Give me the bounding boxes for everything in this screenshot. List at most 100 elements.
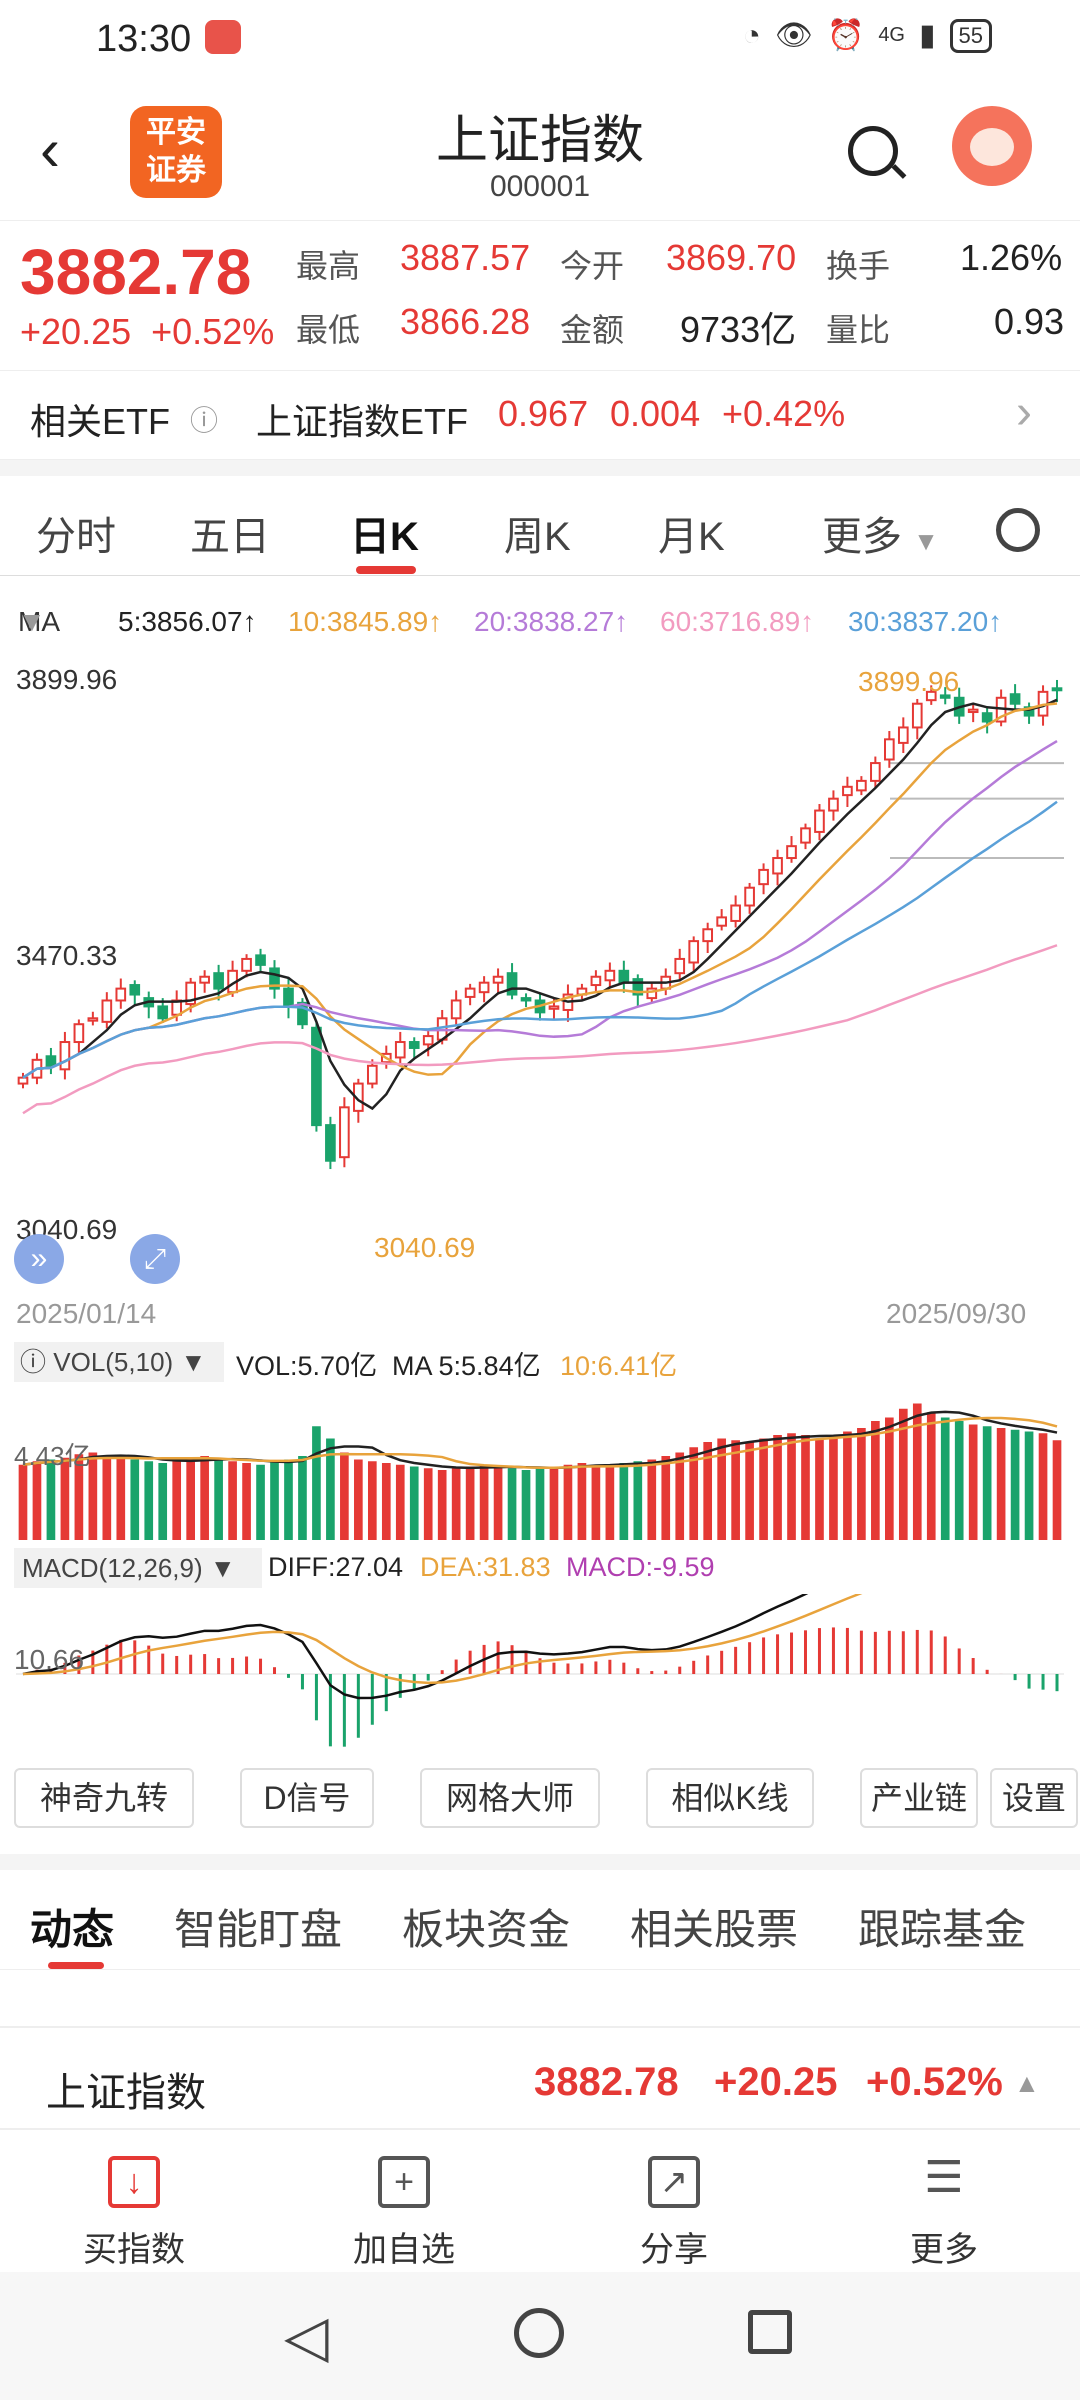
system-recents-icon[interactable] bbox=[748, 2310, 792, 2354]
tool-settings[interactable]: 设置 bbox=[990, 1768, 1078, 1828]
ma60-value: 60:3716.89↑ bbox=[660, 606, 815, 637]
signal-icon: ▮ bbox=[919, 19, 936, 52]
system-back-icon[interactable]: ◁ bbox=[284, 2304, 329, 2369]
candle bbox=[856, 779, 867, 792]
vol-ma10: 10:6.41亿 bbox=[560, 1351, 678, 1381]
ma-legend: MA ▼ 5:3856.07↑ 10:3845.89↑ 20:3838.27↑ … bbox=[18, 606, 1003, 637]
volume-bar bbox=[647, 1459, 657, 1540]
volume-bar bbox=[912, 1403, 922, 1540]
back-icon[interactable]: ‹ bbox=[40, 116, 60, 183]
tab-more[interactable]: 更多 ▼ bbox=[822, 515, 939, 559]
vol-indicator-select[interactable]: ⓘ VOL(5,10) ▼ bbox=[14, 1342, 224, 1382]
macd-bar bbox=[971, 1658, 975, 1674]
macd-bar bbox=[398, 1674, 402, 1698]
info-icon: ⓘ bbox=[20, 1347, 47, 1377]
status-bar: 13:30 ◔ 👁 ⏰ 4G ▮ 55 bbox=[0, 0, 1080, 80]
macd-bar bbox=[650, 1671, 654, 1674]
candle bbox=[786, 845, 797, 860]
volume-bar bbox=[465, 1466, 475, 1540]
volume-bar bbox=[829, 1436, 838, 1540]
subtab-news[interactable]: 动态 bbox=[30, 1906, 115, 1953]
tool-magic-nine[interactable]: 神奇九转 bbox=[14, 1768, 194, 1828]
index-summary-row[interactable]: 上证指数 3882.78 +20.25 +0.52% ▲ bbox=[0, 2026, 1080, 2130]
info-icon[interactable]: ⓘ bbox=[190, 405, 219, 436]
etf-name: 上证指数ETF bbox=[256, 401, 468, 442]
kline-chart[interactable] bbox=[0, 640, 1080, 1280]
subtab-related-stocks[interactable]: 相关股票 bbox=[630, 1906, 799, 1953]
tab-monthly-k[interactable]: 月K bbox=[658, 515, 725, 559]
volume-bar bbox=[437, 1470, 447, 1540]
vol-ma5: MA 5:5.84亿 bbox=[392, 1351, 541, 1381]
summary-name: 上证指数 bbox=[46, 2071, 206, 2115]
dropdown-icon: ▼ bbox=[180, 1347, 207, 1377]
macd-bar bbox=[817, 1628, 821, 1674]
tab-weekly-k[interactable]: 周K bbox=[504, 515, 571, 559]
candle bbox=[911, 702, 923, 729]
macd-bar bbox=[803, 1630, 807, 1674]
volume-bar bbox=[591, 1464, 601, 1540]
tool-industry-chain[interactable]: 产业链 bbox=[860, 1768, 978, 1828]
tool-d-signal[interactable]: D信号 bbox=[240, 1768, 374, 1828]
gear-icon[interactable] bbox=[996, 508, 1040, 552]
nav-buy-index[interactable]: ↓ 买指数 bbox=[54, 2156, 214, 2271]
candle bbox=[408, 1041, 420, 1049]
candle bbox=[800, 827, 811, 844]
macd-bar bbox=[77, 1655, 81, 1674]
candle bbox=[702, 928, 714, 943]
turnover-value: 1.26% bbox=[960, 237, 1063, 278]
candle bbox=[450, 999, 462, 1020]
subtab-smart-watch[interactable]: 智能盯盘 bbox=[174, 1906, 343, 1953]
macd-bar bbox=[552, 1662, 556, 1674]
candle bbox=[45, 1055, 57, 1067]
macd-bar bbox=[370, 1674, 374, 1725]
system-nav-bar: ◁ bbox=[0, 2272, 1080, 2400]
candle bbox=[129, 984, 141, 996]
macd-bar bbox=[608, 1659, 612, 1674]
ma30-line bbox=[22, 800, 1058, 1079]
avatar[interactable] bbox=[952, 106, 1032, 186]
turnover-label: 换手 bbox=[826, 248, 891, 284]
nav-share[interactable]: ↗ 分享 bbox=[594, 2156, 754, 2271]
macd-bar bbox=[356, 1674, 360, 1738]
macd-bar bbox=[147, 1645, 151, 1674]
volume-bar bbox=[843, 1431, 852, 1540]
candle bbox=[925, 690, 937, 702]
macd-bar bbox=[720, 1650, 724, 1674]
related-etf-row[interactable]: 相关ETF ⓘ 上证指数ETF 0.967 0.004 +0.42% › bbox=[0, 370, 1080, 460]
subtab-sector-funds[interactable]: 板块资金 bbox=[402, 1906, 571, 1953]
notification-app-icon bbox=[205, 20, 241, 54]
fast-forward-icon[interactable]: » bbox=[14, 1234, 64, 1284]
macd-indicator-select[interactable]: MACD(12,26,9) ▼ bbox=[14, 1548, 262, 1588]
system-home-icon[interactable] bbox=[514, 2308, 564, 2358]
macd-bar bbox=[566, 1663, 570, 1674]
volume-bar bbox=[381, 1463, 391, 1540]
nav-add-watchlist[interactable]: + 加自选 bbox=[324, 2156, 484, 2271]
tab-intraday[interactable]: 分时 bbox=[36, 515, 116, 559]
page-title: 上证指数 bbox=[435, 112, 644, 170]
macd-bar bbox=[664, 1670, 668, 1674]
tab-five-day[interactable]: 五日 bbox=[190, 515, 270, 559]
search-icon[interactable] bbox=[848, 126, 898, 176]
tool-similar-k[interactable]: 相似K线 bbox=[646, 1768, 814, 1828]
tab-daily-k[interactable]: 日K bbox=[350, 515, 419, 559]
macd-bar bbox=[636, 1668, 640, 1674]
fullscreen-icon[interactable]: ⤢ bbox=[130, 1234, 180, 1284]
vol-value: VOL:5.70亿 bbox=[236, 1351, 378, 1381]
candle bbox=[772, 857, 783, 875]
macd-bar bbox=[985, 1669, 989, 1674]
macd-bar bbox=[957, 1648, 961, 1674]
summary-price: 3882.78 bbox=[534, 2060, 679, 2104]
tool-grid-master[interactable]: 网格大师 bbox=[420, 1768, 600, 1828]
volume-bar bbox=[479, 1464, 489, 1540]
chevron-right-icon[interactable]: › bbox=[1016, 386, 1032, 439]
candle bbox=[464, 987, 476, 998]
nav-more[interactable]: ☰ 更多 bbox=[910, 2153, 978, 2270]
volume-bar bbox=[228, 1461, 237, 1540]
collapse-icon[interactable]: ▲ bbox=[1014, 2068, 1040, 2098]
subtab-tracking-funds[interactable]: 跟踪基金 bbox=[858, 1906, 1027, 1953]
start-date: 2025/01/14 bbox=[16, 1298, 157, 1329]
candle bbox=[646, 987, 658, 1000]
volume-bar bbox=[731, 1440, 740, 1540]
volume-bar bbox=[270, 1461, 279, 1540]
volume-bar bbox=[787, 1433, 796, 1540]
